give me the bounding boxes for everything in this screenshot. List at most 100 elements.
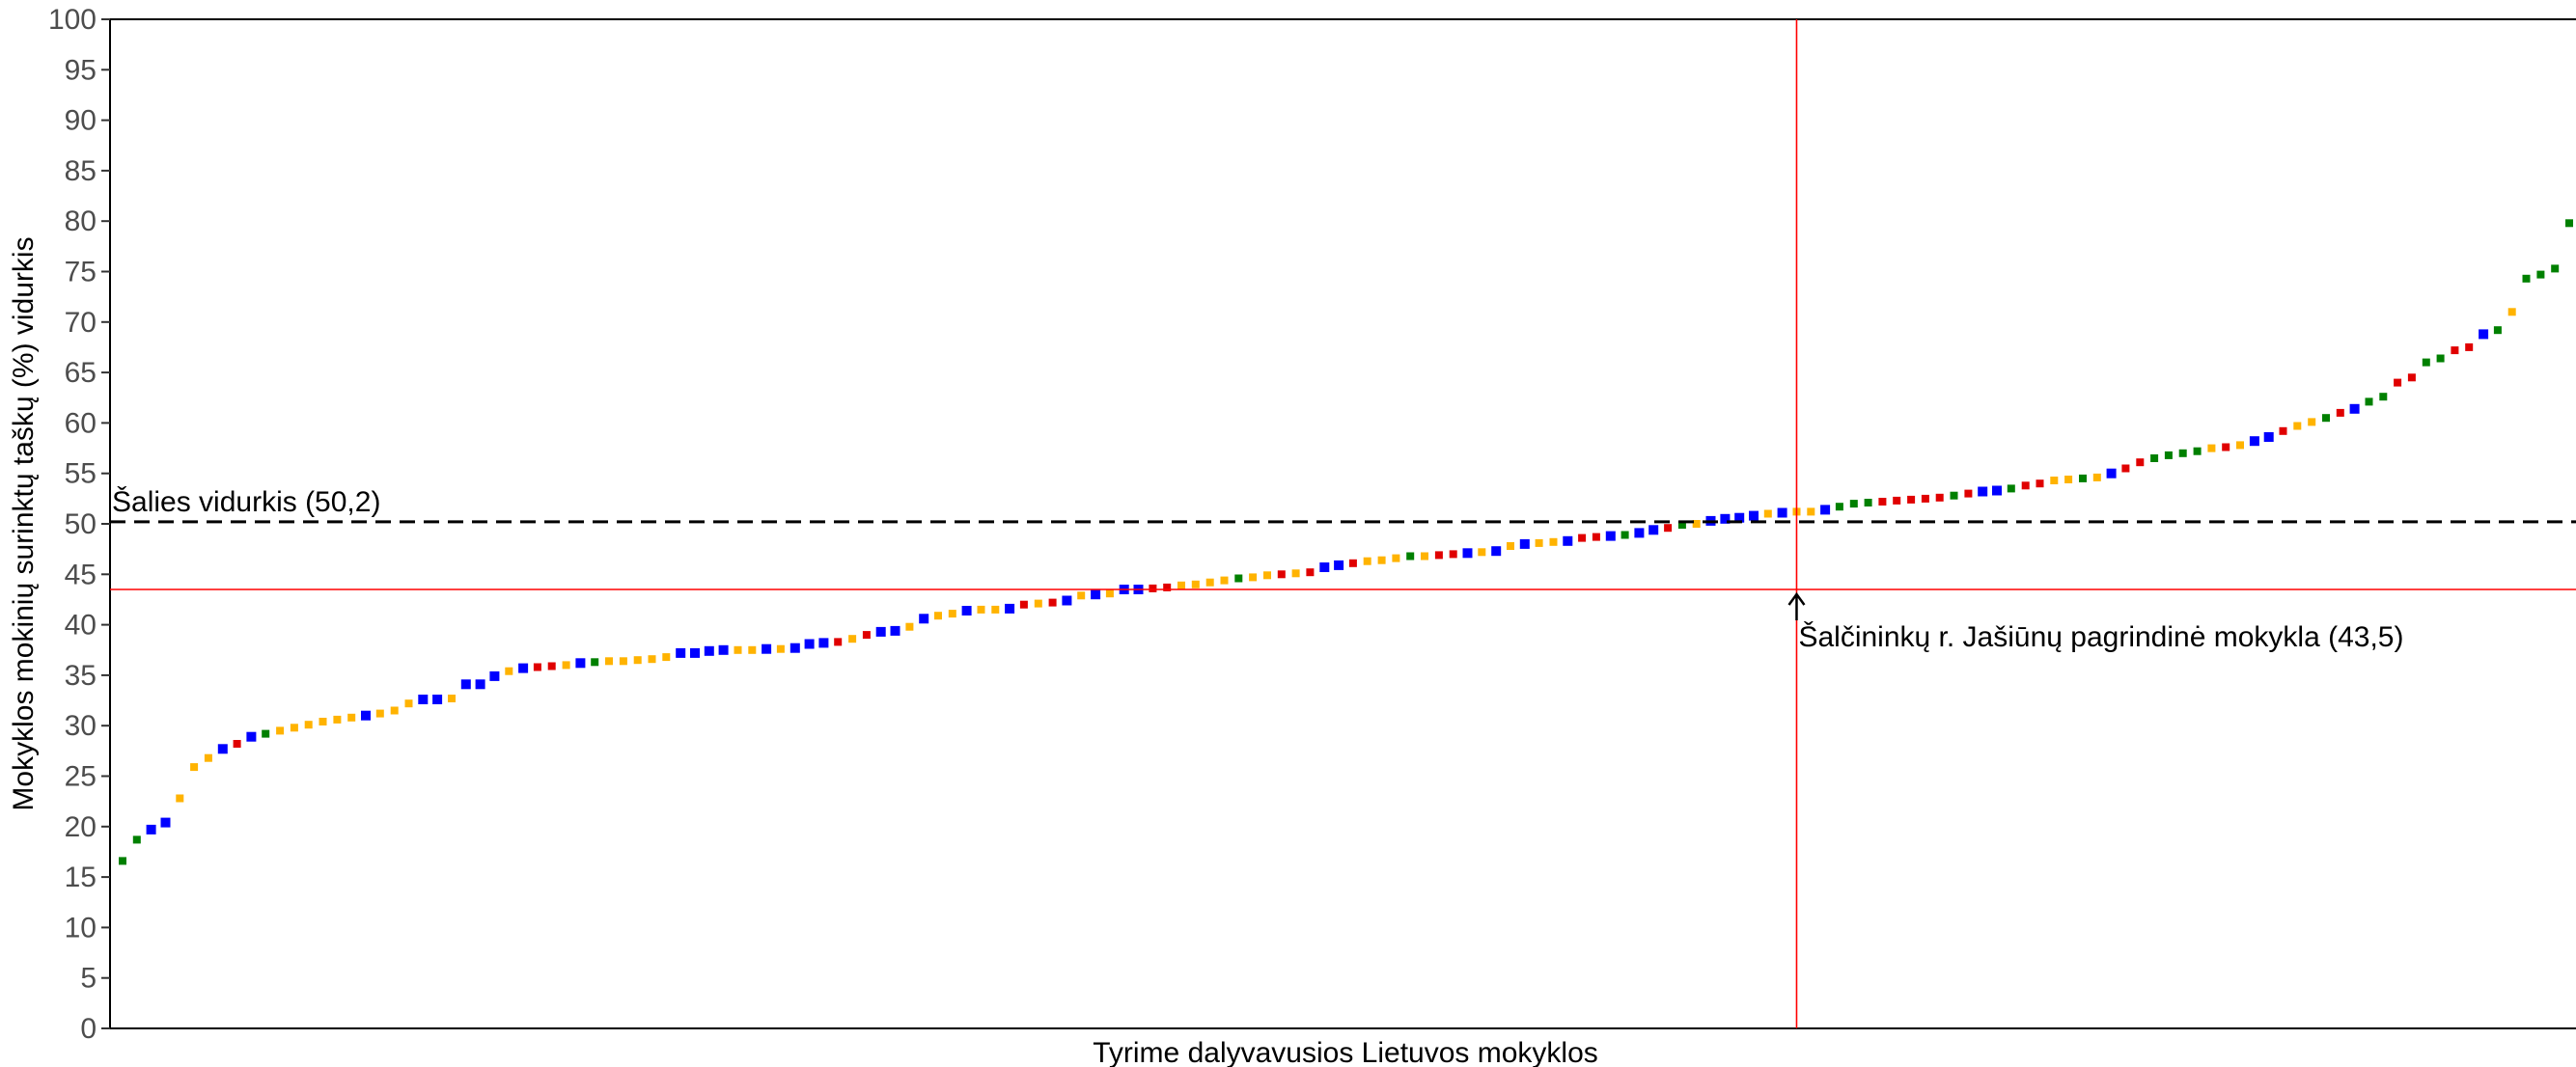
school-point [762, 643, 772, 654]
school-point [834, 638, 843, 646]
school-point [518, 663, 529, 673]
school-point [2207, 444, 2216, 452]
school-point [2336, 408, 2344, 417]
school-point [2036, 479, 2044, 488]
school-point [2349, 403, 2360, 414]
school-point [1177, 581, 1185, 589]
school-point [333, 715, 342, 724]
school-point [662, 653, 671, 662]
school-point [2178, 449, 2187, 457]
school-point [246, 731, 257, 742]
school-point [934, 612, 942, 620]
school-point [776, 644, 785, 653]
school-point [1491, 546, 1502, 557]
school-point [1277, 570, 1286, 579]
y-tick-label: 65 [65, 357, 97, 389]
school-point [2249, 436, 2259, 447]
school-point [1992, 485, 2002, 496]
school-point [361, 710, 371, 721]
school-point [547, 662, 556, 670]
school-point [1921, 494, 1929, 503]
school-point [262, 729, 270, 738]
y-tick-label: 70 [65, 307, 97, 339]
school-point [1334, 560, 1344, 570]
school-point [2079, 474, 2087, 482]
school-point [2222, 443, 2230, 451]
school-point [2193, 447, 2202, 455]
school-point [1648, 525, 1659, 535]
school-point [977, 605, 985, 614]
school-point [2565, 219, 2573, 228]
school-point [1763, 509, 1772, 518]
school-point [2536, 270, 2545, 279]
school-point [489, 670, 500, 681]
y-tick-label: 50 [65, 508, 97, 540]
school-point [1149, 584, 1157, 592]
school-point [1519, 538, 1530, 549]
school-point [1835, 503, 1843, 511]
school-point [1406, 552, 1415, 561]
school-point [633, 656, 642, 665]
school-point [119, 857, 126, 865]
school-point [1449, 550, 1457, 559]
school-point [2365, 397, 2373, 406]
y-tick-label: 45 [65, 559, 97, 590]
school-point [1163, 583, 1172, 591]
school-point [2092, 473, 2101, 481]
school-point [1964, 489, 1973, 498]
school-point [2407, 373, 2416, 382]
school-point [591, 658, 599, 667]
school-point [2507, 308, 2516, 316]
school-point [1878, 498, 1887, 506]
school-point [533, 663, 541, 671]
school-point [146, 824, 156, 834]
school-point [948, 610, 956, 618]
school-point [991, 605, 1000, 614]
school-point [1363, 557, 1371, 565]
school-point [1592, 533, 1600, 541]
school-point [1864, 499, 1872, 506]
school-point [848, 635, 857, 643]
y-tick-label: 95 [65, 54, 97, 86]
school-point [2150, 454, 2159, 462]
school-point [2379, 393, 2388, 401]
school-point [1191, 580, 1200, 588]
y-tick-label: 10 [65, 912, 97, 944]
school-point [1664, 524, 1673, 533]
highlight-arrow [1787, 591, 1806, 620]
school-point [1392, 554, 1400, 562]
y-tick-label: 25 [65, 761, 97, 793]
school-point [176, 794, 184, 803]
school-point [648, 655, 656, 664]
school-point [734, 645, 742, 654]
school-point [1105, 589, 1114, 598]
school-point [1935, 493, 1944, 502]
y-tick-label: 15 [65, 862, 97, 893]
school-point [2479, 329, 2489, 340]
school-point [1077, 591, 1086, 600]
reference-lines [110, 19, 2576, 1028]
school-point [1234, 574, 1243, 583]
school-point [1091, 589, 1101, 600]
school-point [404, 699, 413, 708]
school-point [919, 614, 929, 624]
school-point [804, 639, 815, 649]
school-point [1048, 598, 1057, 607]
school-point [1849, 500, 1858, 508]
axes: 0 5 10 15 20 25 30 35 40 45 50 55 60 65 70 75 80 85 90 95 10… [48, 4, 2576, 1045]
school-point [1893, 496, 1901, 505]
school-point [1507, 542, 1514, 550]
national-average-label: Šalies vidurkis (50,2) [112, 485, 380, 518]
y-tick-label: 35 [65, 660, 97, 692]
school-point [375, 709, 384, 718]
school-point [2436, 354, 2445, 363]
school-point [676, 647, 686, 658]
school-point [1535, 538, 1543, 547]
school-point [1434, 551, 1443, 560]
school-point [562, 661, 570, 670]
school-point [2451, 346, 2459, 355]
school-point [160, 817, 171, 828]
school-point [704, 645, 714, 656]
y-tick-label: 5 [80, 963, 97, 995]
